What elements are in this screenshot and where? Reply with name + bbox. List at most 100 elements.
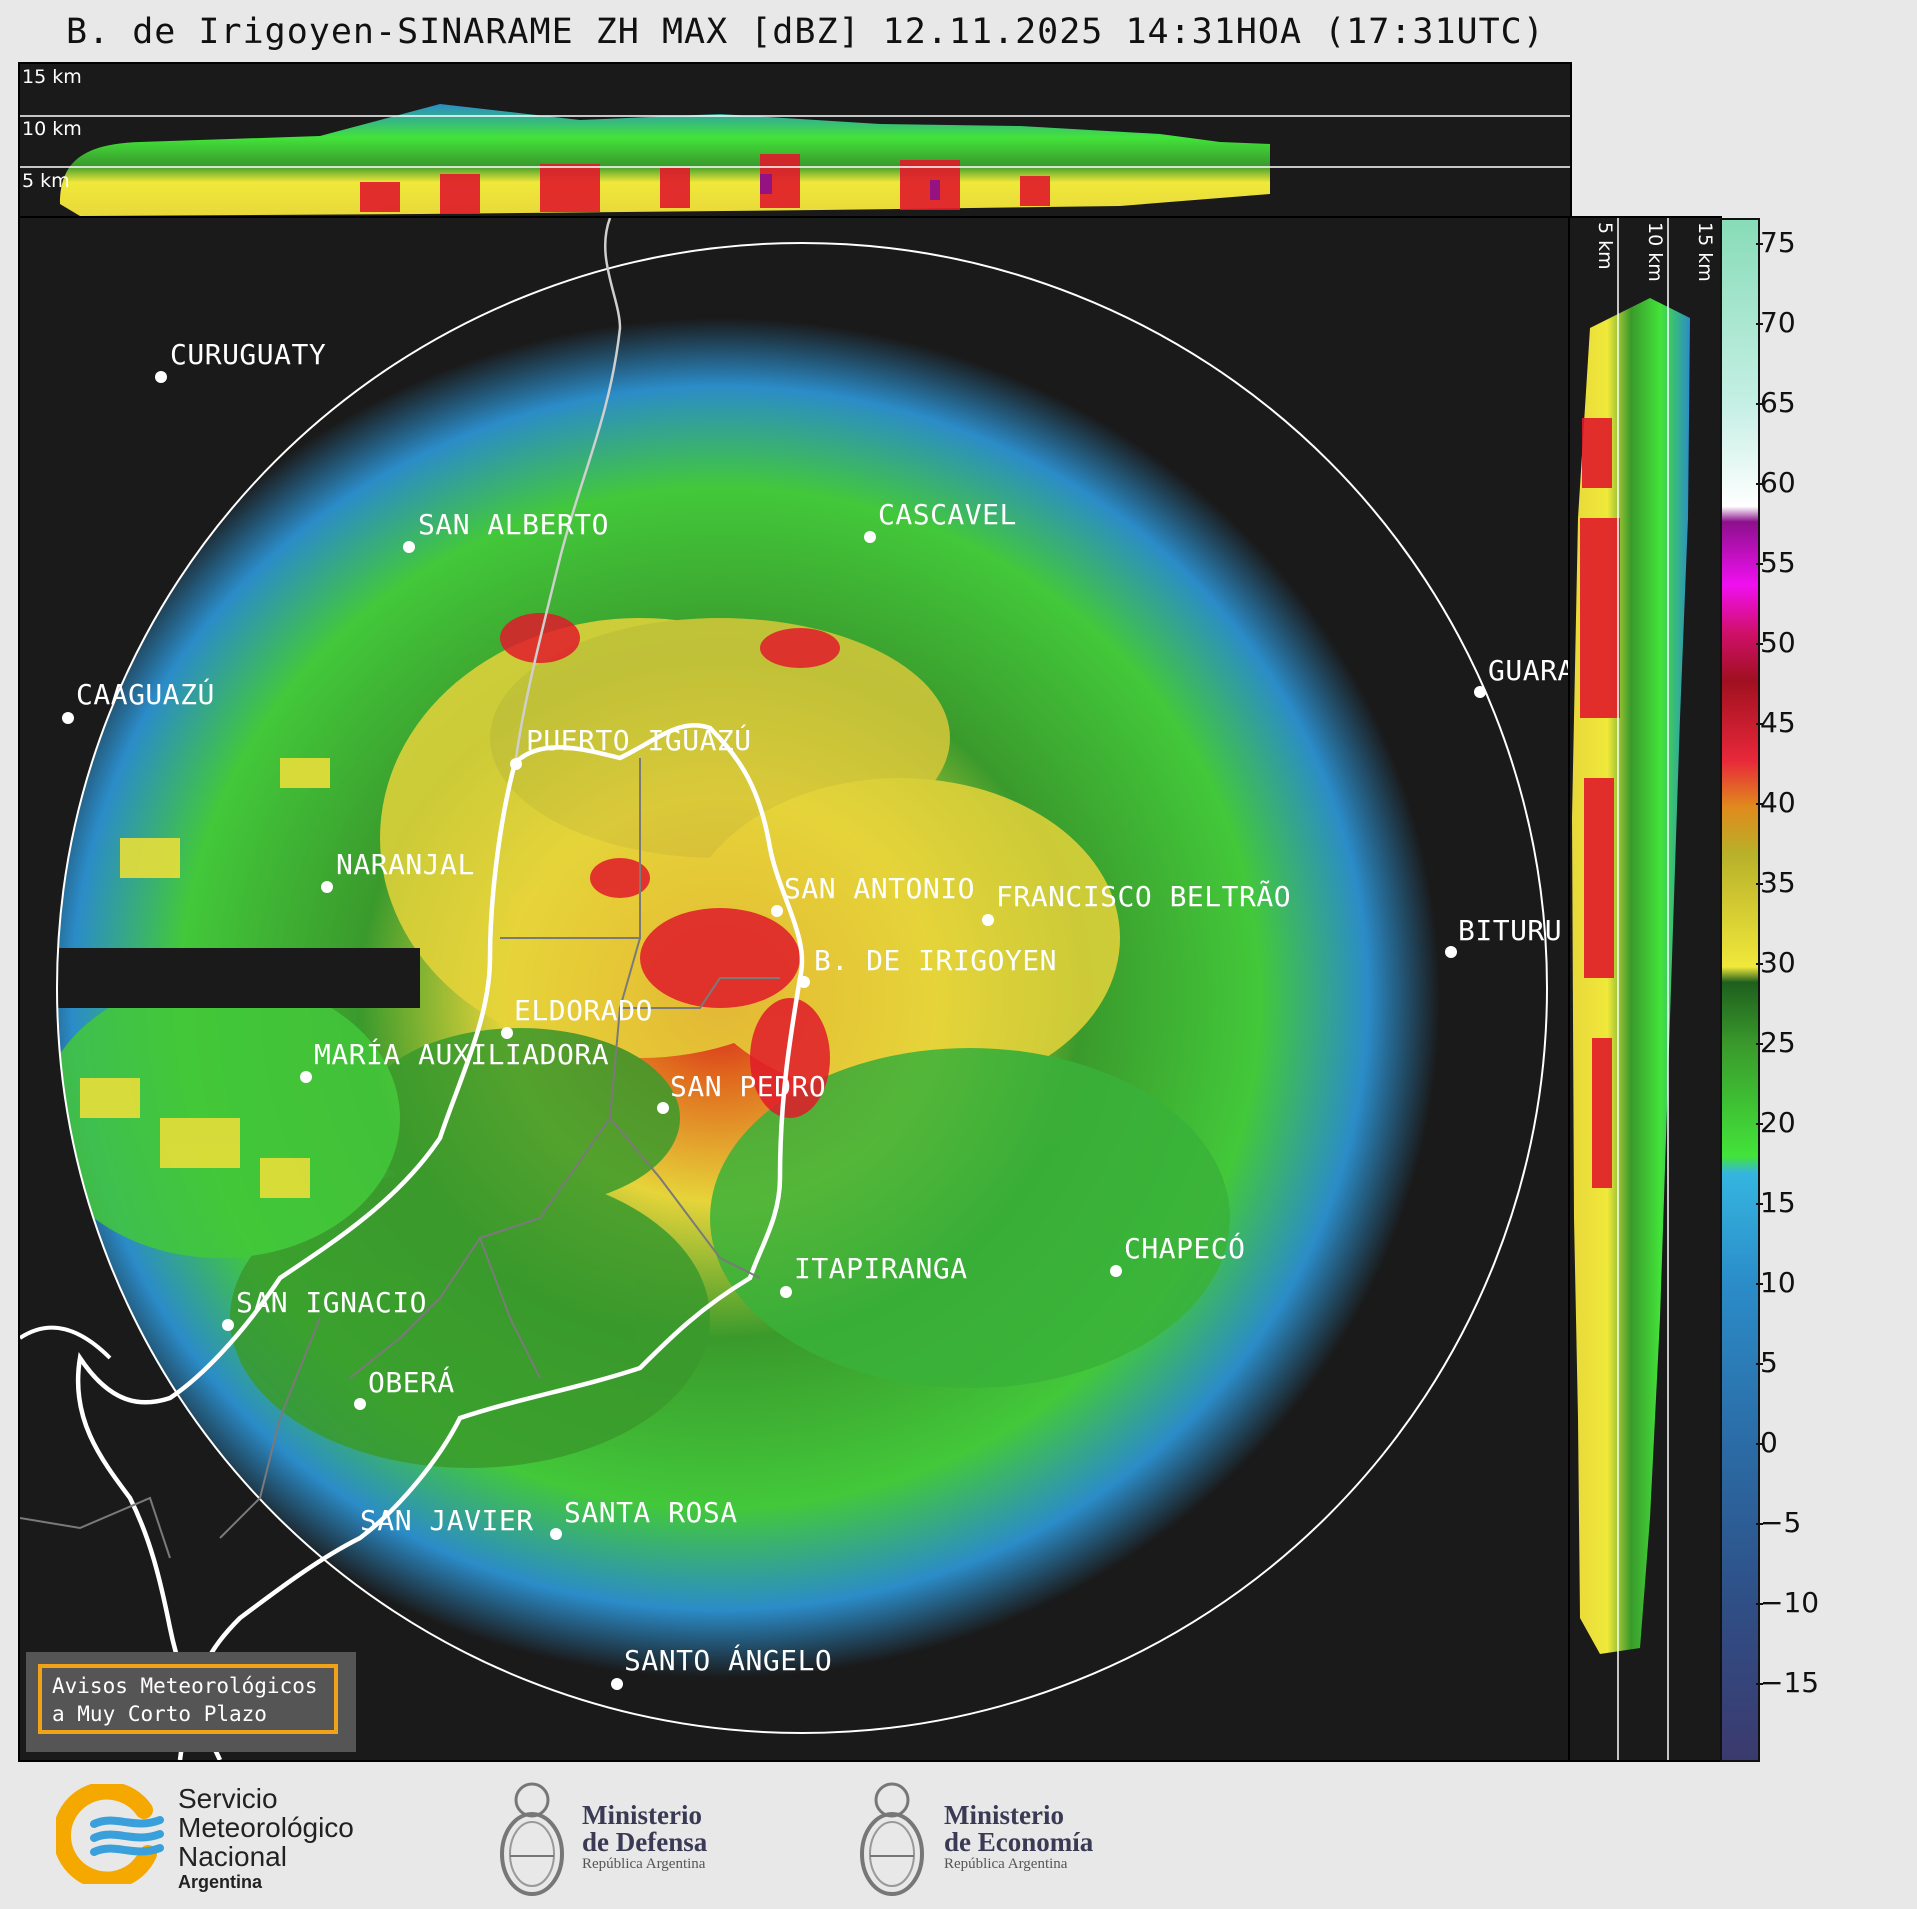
- cb-tick-15: 15: [1760, 1186, 1796, 1219]
- colorbar-tick-mark: [1756, 1283, 1763, 1285]
- marker-b-de-irigoyen: [798, 976, 810, 988]
- cb-tick-25: 25: [1760, 1026, 1796, 1059]
- cb-tick-55: 55: [1760, 546, 1796, 579]
- colorbar-tick-mark: [1756, 563, 1763, 565]
- marker-santo-angelo: [611, 1678, 623, 1690]
- marker-bituru: [1445, 946, 1457, 958]
- cb-tick-0: 0: [1760, 1426, 1778, 1459]
- city-label-san-antonio: SAN ANTONIO: [784, 872, 975, 905]
- radar-map-plot: [20, 218, 1548, 1760]
- river-border: [20, 1325, 112, 1360]
- cb-tick-minus10: −10: [1760, 1586, 1820, 1619]
- ew-alt-5km: 5 km: [1594, 222, 1616, 270]
- smn-line-4: Argentina: [178, 1872, 263, 1892]
- cb-tick-10: 10: [1760, 1266, 1796, 1299]
- cb-tick-60: 60: [1760, 466, 1796, 499]
- argentina-coat-of-arms-icon: [500, 1782, 564, 1896]
- cb-tick-minus15: −15: [1760, 1666, 1820, 1699]
- ew-cross-section-plot: [1572, 218, 1690, 1760]
- ew-cross-section: 5 km 10 km 15 km: [1568, 216, 1722, 1762]
- colorbar-tick-mark: [1756, 1523, 1763, 1525]
- city-label-itapiranga: ITAPIRANGA: [794, 1252, 968, 1285]
- colorbar-tick-mark: [1756, 723, 1763, 725]
- cb-tick-35: 35: [1760, 866, 1796, 899]
- argentina-brazil-border: [177, 723, 805, 1760]
- ns-cross-section: 15 km 10 km 5 km: [18, 62, 1572, 220]
- city-label-b-de-irigoyen: B. DE IRIGOYEN: [814, 944, 1058, 977]
- cb-tick-65: 65: [1760, 386, 1796, 419]
- economia-line-1: Ministerio: [944, 1800, 1064, 1830]
- colorbar-tick-mark: [1756, 1603, 1763, 1605]
- city-label-eldorado: ELDORADO: [514, 994, 653, 1027]
- cb-tick-50: 50: [1760, 626, 1796, 659]
- city-markers: [62, 371, 1486, 1690]
- smn-name: Servicio Meteorológico Nacional Argentin…: [178, 1784, 354, 1893]
- marker-san-pedro: [657, 1102, 669, 1114]
- colorbar-tick-mark: [1756, 483, 1763, 485]
- city-label-maria-auxiliadora: MARÍA AUXILIADORA: [314, 1038, 610, 1071]
- city-label-santa-rosa: SANTA ROSA: [564, 1496, 738, 1529]
- ns-cross-section-plot: [20, 104, 1570, 216]
- ew-alt-15km: 15 km: [1694, 222, 1716, 282]
- paraguay-brazil-border: [513, 218, 622, 769]
- cb-tick-40: 40: [1760, 786, 1796, 819]
- colorbar-tick-mark: [1756, 643, 1763, 645]
- marker-francisco-beltrao: [982, 914, 994, 926]
- city-label-bituru: BITURU: [1458, 914, 1563, 947]
- city-label-san-pedro: SAN PEDRO: [670, 1070, 827, 1103]
- colorbar-tick-mark: [1756, 1443, 1763, 1445]
- city-label-guara: GUARA: [1488, 654, 1572, 687]
- range-ring: [56, 242, 1548, 1734]
- cb-tick-45: 45: [1760, 706, 1796, 739]
- avisos-line-2: a Muy Corto Plazo: [52, 1702, 267, 1726]
- cb-tick-5: 5: [1760, 1346, 1778, 1379]
- marker-curuguaty: [155, 371, 167, 383]
- marker-guara: [1474, 686, 1486, 698]
- city-label-curuguaty: CURUGUATY: [170, 338, 327, 371]
- city-label-naranjal: NARANJAL: [336, 848, 475, 881]
- colorbar-tick-mark: [1756, 963, 1763, 965]
- smn-line-1: Servicio: [178, 1783, 278, 1814]
- marker-obera: [354, 1398, 366, 1410]
- colorbar-tick-mark: [1756, 1123, 1763, 1125]
- radar-map: CURUGUATY SAN ALBERTO CASCAVEL CAAGUAZÚ …: [18, 216, 1572, 1762]
- ns-alt-15km: 15 km: [22, 66, 82, 88]
- economia-line-2: de Economía: [944, 1827, 1094, 1857]
- marker-san-alberto: [403, 541, 415, 553]
- marker-san-ignacio: [222, 1319, 234, 1331]
- colorbar-tick-mark: [1756, 1363, 1763, 1365]
- cb-tick-30: 30: [1760, 946, 1796, 979]
- colorbar-tick-mark: [1756, 403, 1763, 405]
- ns-alt-10km: 10 km: [22, 118, 82, 140]
- city-label-caaguazu: CAAGUAZÚ: [76, 678, 215, 711]
- smn-line-3: Nacional: [178, 1841, 287, 1872]
- marker-puerto-iguazu: [510, 758, 522, 770]
- city-label-obera: OBERÁ: [368, 1366, 455, 1399]
- defensa-line-1: Ministerio: [582, 1800, 702, 1830]
- radar-beam-blockage: [57, 948, 420, 1008]
- marker-chapeco: [1110, 1265, 1122, 1277]
- city-label-chapeco: CHAPECÓ: [1124, 1232, 1246, 1265]
- marker-naranjal: [321, 881, 333, 893]
- cb-tick-20: 20: [1760, 1106, 1796, 1139]
- defensa-line-3: República Argentina: [582, 1856, 706, 1872]
- city-label-san-ignacio: SAN IGNACIO: [236, 1286, 427, 1319]
- cb-tick-minus5: −5: [1760, 1506, 1802, 1539]
- defensa-line-2: de Defensa: [582, 1827, 708, 1857]
- colorbar-tick-mark: [1756, 883, 1763, 885]
- avisos-line-1: Avisos Meteorológicos: [52, 1674, 318, 1698]
- marker-santa-rosa: [550, 1528, 562, 1540]
- ns-alt-5km: 5 km: [22, 170, 70, 192]
- marker-caaguazu: [62, 712, 74, 724]
- economia-name: Ministerio de Economía República Argenti…: [944, 1802, 1093, 1873]
- city-label-santo-angelo: SANTO ÁNGELO: [624, 1644, 833, 1677]
- page-title: B. de Irigoyen-SINARAME ZH MAX [dBZ] 12.…: [66, 12, 1545, 52]
- argentina-paraguay-border: [75, 762, 518, 1760]
- dbz-colorbar: [1720, 218, 1760, 1762]
- colorbar-tick-mark: [1756, 1043, 1763, 1045]
- colorbar-tick-mark: [1756, 803, 1763, 805]
- defensa-name: Ministerio de Defensa República Argentin…: [582, 1802, 707, 1873]
- smn-logo-icon: [56, 1784, 164, 1884]
- marker-eldorado: [501, 1027, 513, 1039]
- marker-cascavel: [864, 531, 876, 543]
